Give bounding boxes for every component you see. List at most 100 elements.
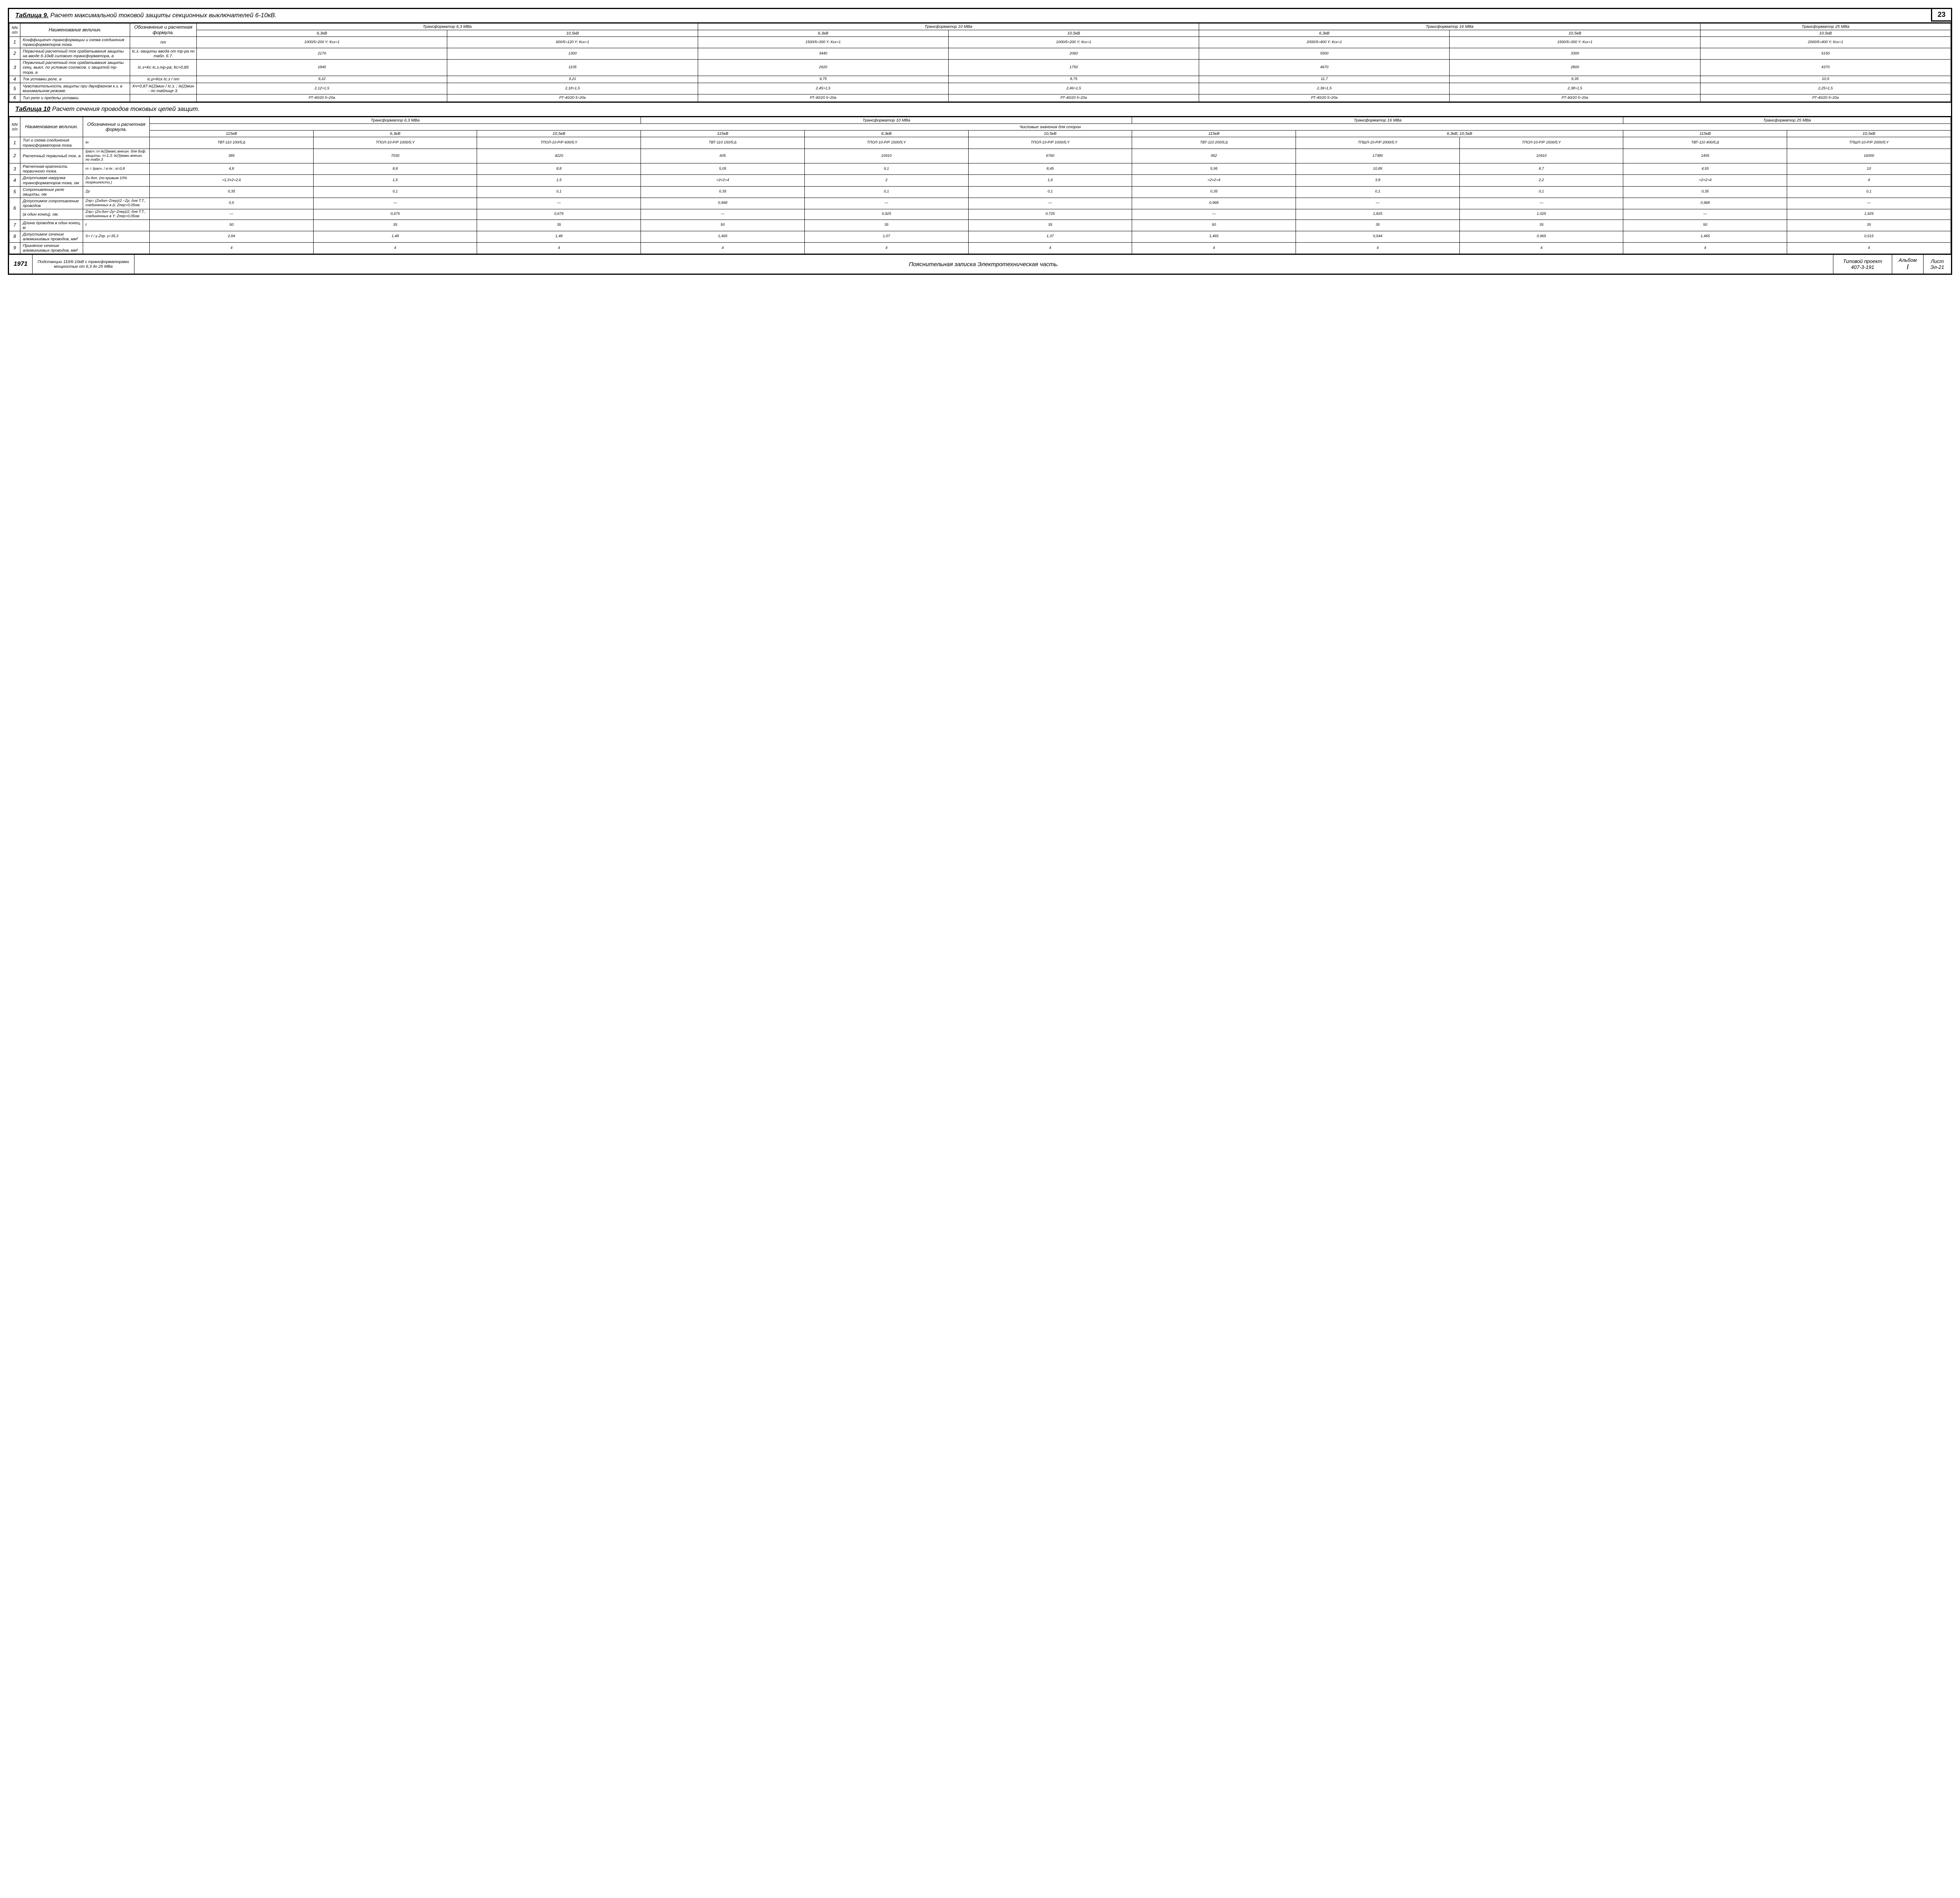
cell: 0,35 <box>150 186 314 198</box>
row-name: Тип и схема соединения трансформаторов т… <box>20 137 83 149</box>
cell: 50 <box>641 220 805 231</box>
t9-hdr-name: Наименование величин. <box>20 24 130 37</box>
row-name: Допустимое сопротивление проводов <box>20 198 83 209</box>
table10-title-text: Расчет сечения проводов токовых цепей за… <box>52 106 200 113</box>
cell: 35 <box>1296 220 1460 231</box>
cell: РТ-40/20 5÷20а <box>1700 94 1951 102</box>
t10-sub-9: 10,5кВ <box>1787 131 1951 137</box>
row-name: Допустимое сечение алюминиевых проводов,… <box>20 231 83 242</box>
t10-sub-0: 115кВ <box>150 131 314 137</box>
cell: 8,45 <box>968 163 1132 175</box>
row-num: 7 <box>9 220 20 231</box>
cell: ТПОЛ-10-Р/Р 1500/5;Y <box>1459 137 1623 149</box>
cell: ТПШЛ-10-Р/Р 2000/5;Y <box>1787 137 1951 149</box>
cell: — <box>1296 198 1460 209</box>
table9-title-prefix: Таблица 9. <box>15 12 49 19</box>
cell: 50 <box>1623 220 1787 231</box>
cell: 35 <box>1459 220 1623 231</box>
cell: 0,5 <box>150 198 314 209</box>
row-num: 4 <box>9 76 20 83</box>
cell: 4 <box>1459 242 1623 254</box>
cell: ТПОЛ-10-Р/Р 1000/5;Y <box>968 137 1132 149</box>
t10-grp-0: Трансформатор 6,3 МВа <box>150 117 641 124</box>
cell: 952 <box>1132 149 1296 163</box>
row-formula: Iс.з.-защиты ввода от тр-ра по табл. 6.7… <box>130 48 197 60</box>
cell: 3,8 <box>1296 175 1460 186</box>
row-num: 3 <box>9 60 20 76</box>
row-num: 8 <box>9 231 20 242</box>
cell: 385 <box>150 149 314 163</box>
table-row: 2Первичный расчетный ток срабатывания за… <box>9 48 1951 60</box>
cell: 0,1 <box>477 186 641 198</box>
cell: ТПОЛ-10-Р/Р 1500/5;Y <box>804 137 968 149</box>
t9-sub-4: 6,3кВ <box>1199 30 1450 37</box>
cell: 4,55 <box>1623 163 1787 175</box>
table-row: 9Принятое сечение алюминиевых проводов, … <box>9 242 1951 254</box>
cell: ТПОЛ-10-Р/Р 1000/5;Y <box>313 137 477 149</box>
row-num: 2 <box>9 48 20 60</box>
row-name: Коэффициент трансформации и схема соедин… <box>20 37 130 48</box>
cell: 0,925 <box>804 209 968 220</box>
row-num: 9 <box>9 242 20 254</box>
cell: 1,5 <box>313 175 477 186</box>
table-row: 8Допустимое сечение алюминиевых проводов… <box>9 231 1951 242</box>
table10-title-prefix: Таблица 10 <box>15 106 50 113</box>
cell: 1,025 <box>1459 209 1623 220</box>
row-num: 6 <box>9 198 20 220</box>
cell: 2920 <box>698 60 948 76</box>
row-num: 5 <box>9 186 20 198</box>
cell: 4 <box>1132 242 1296 254</box>
cell: — <box>641 209 805 220</box>
drawing-sheet: 23 Таблица 9. Расчет максимальной токово… <box>8 8 1952 275</box>
cell: 4 <box>1296 242 1460 254</box>
row-name: Первичный расчетный ток срабатывания защ… <box>20 48 130 60</box>
t10-sub-1: 6,3кВ <box>313 131 477 137</box>
cell: — <box>1132 209 1296 220</box>
t9-sub-5: 10,5кВ <box>1450 30 1700 37</box>
sheet-num: Эл-21 <box>1930 264 1944 270</box>
cell: ТВТ-110 200/5;Δ <box>1132 137 1296 149</box>
cell: 0,35 <box>1132 186 1296 198</box>
cell: 2,25>1,5 <box>1700 83 1951 94</box>
row-formula: Iн <box>83 137 150 149</box>
cell: 1,48 <box>477 231 641 242</box>
cell: 0,35 <box>1623 186 1787 198</box>
cell: РТ-40/20 5÷20а <box>447 94 698 102</box>
cell: РТ-40/20 5÷20а <box>1199 94 1450 102</box>
year: 1971 <box>9 255 33 274</box>
cell: 0,544 <box>1296 231 1460 242</box>
t10-grp-1: Трансформатор 10 МВа <box>641 117 1132 124</box>
row-formula <box>83 242 150 254</box>
cell: 2,18>1,5 <box>447 83 698 94</box>
row-num: 2 <box>9 149 20 163</box>
cell: 0,968 <box>1132 198 1296 209</box>
table9-title: Таблица 9. Расчет максимальной токовой з… <box>9 9 1951 23</box>
cell: 4 <box>968 242 1132 254</box>
cell: 0,965 <box>1459 231 1623 242</box>
table-row: 4Допустимая нагрузка трансформаторов ток… <box>9 175 1951 186</box>
cell: 4 <box>313 242 477 254</box>
cell: 2,38>1,5 <box>1450 83 1700 94</box>
cell: 2000/5=400 Y; Ксх=1 <box>1199 37 1450 48</box>
row-num: 1 <box>9 37 20 48</box>
cell: 4 <box>477 242 641 254</box>
table-row: 6Допустимое сопротивление проводовZпр= (… <box>9 198 1951 209</box>
cell: 1,37 <box>968 231 1132 242</box>
cell: 0,1 <box>1787 186 1951 198</box>
cell: 4,8 <box>150 163 314 175</box>
table9-title-text: Расчет максимальной токовой защиты секци… <box>50 12 276 19</box>
table-row: 4Ток уставки реле, аiс.р=Ксх·Iс.з / nт9,… <box>9 76 1951 83</box>
cell: 0,515 <box>1787 231 1951 242</box>
t9-grp-3: Трансформатор 25 МВа <box>1700 24 1951 30</box>
t10-grp-2: Трансформатор 16 МВа <box>1132 117 1623 124</box>
cell: 1500/5=300 Y; Ксх=1 <box>1450 37 1700 48</box>
cell: ТВТ-110 150/5;Δ <box>641 137 805 149</box>
row-formula: Iс.з=Кс·Iс.з.тр-ра; Кс=0,85 <box>130 60 197 76</box>
cell: 1300 <box>447 48 698 60</box>
table-row: 3Первичный расчетный ток срабатывания за… <box>9 60 1951 76</box>
cell: >1,3×2=2,6 <box>150 175 314 186</box>
cell: 0,35 <box>641 186 805 198</box>
t10-super: Числовые значения для сторон <box>150 124 1951 131</box>
cell: 4220 <box>477 149 641 163</box>
cell: 2,36>1,5 <box>1199 83 1450 94</box>
